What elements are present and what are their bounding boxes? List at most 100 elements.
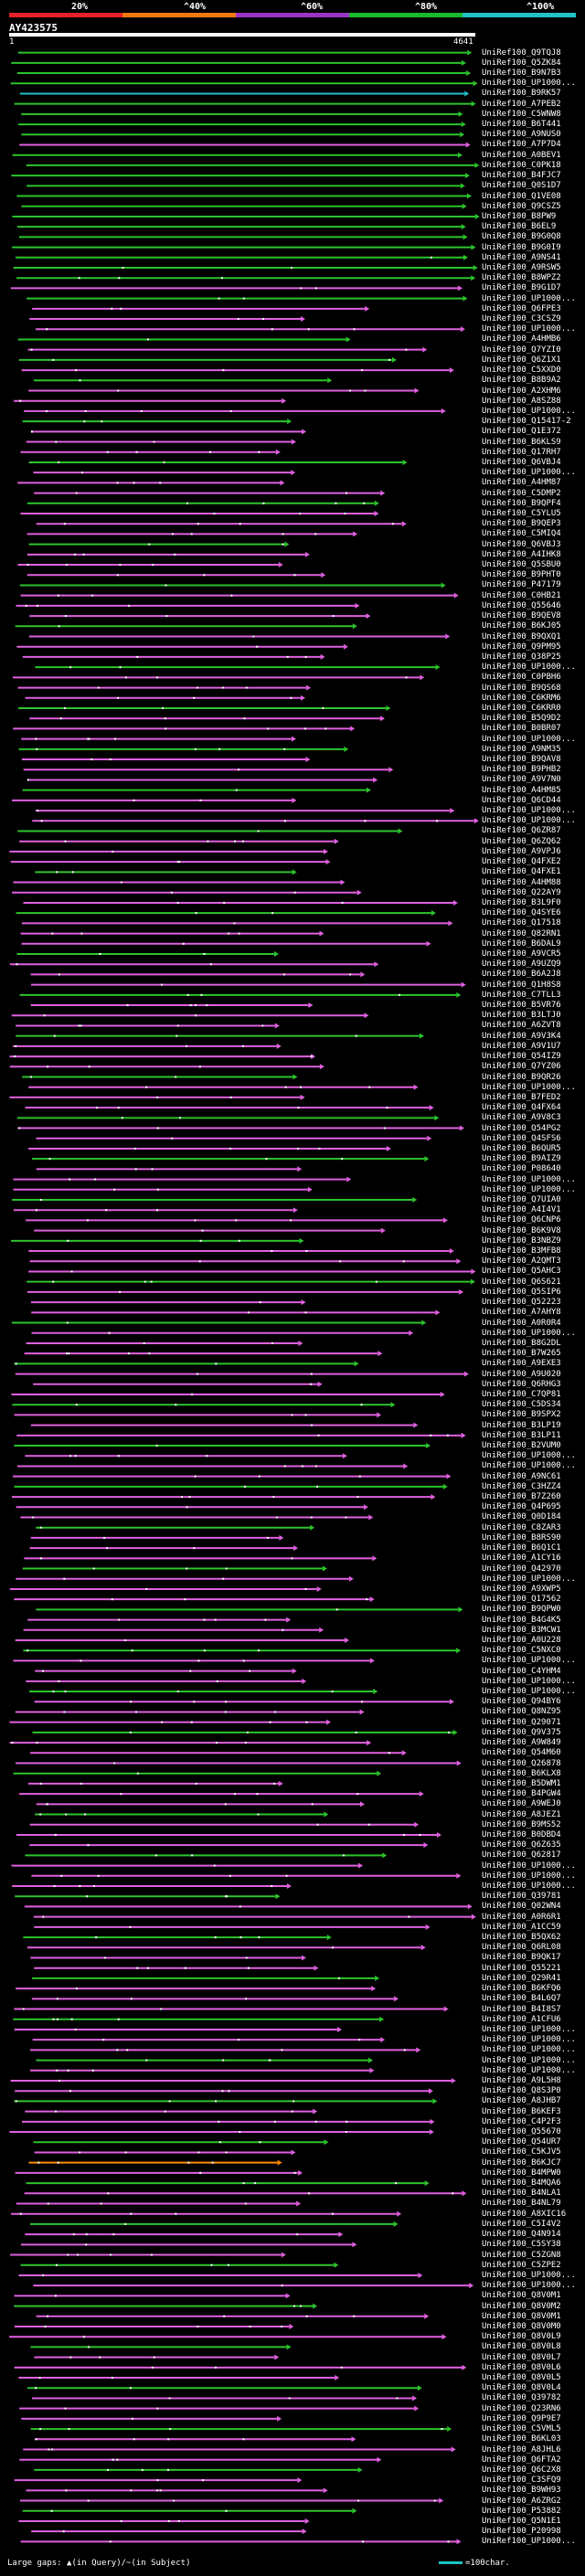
hit-label-link[interactable]: UniRef100_Q7YZI0	[482, 345, 561, 355]
hit-label-link[interactable]: UniRef100_Q9V375	[482, 1727, 561, 1737]
hit-label-link[interactable]: UniRef100_B6QUR5	[482, 1143, 561, 1153]
hit-label-link[interactable]: UniRef100_A9NS41	[482, 252, 561, 262]
hit-label-link[interactable]: UniRef100_B4MQA6	[482, 2178, 561, 2189]
hit-label-link[interactable]: UniRef100_A9U020	[482, 1369, 561, 1379]
hit-label-link[interactable]: UniRef100_Q17562	[482, 1595, 561, 1605]
hit-label-link[interactable]: UniRef100_Q6RL08	[482, 1943, 561, 1953]
hit-label-link[interactable]: UniRef100_Q55646	[482, 600, 561, 610]
hit-label-link[interactable]: UniRef100_B6Q1C1	[482, 1543, 561, 1553]
hit-label-link[interactable]: UniRef100_C8ZAR3	[482, 1522, 561, 1532]
hit-label-link[interactable]: UniRef100_Q42970	[482, 1564, 561, 1574]
hit-label-link[interactable]: UniRef100_UP1000...	[482, 816, 576, 826]
hit-label-link[interactable]: UniRef100_B4FJC7	[482, 171, 561, 181]
hit-label-link[interactable]: UniRef100_UP1000...	[482, 2055, 576, 2065]
hit-label-link[interactable]: UniRef100_B3LTJ0	[482, 1011, 561, 1021]
hit-label-link[interactable]: UniRef100_C6KRM6	[482, 693, 561, 703]
hit-label-link[interactable]: UniRef100_Q8V0L7	[482, 2352, 561, 2362]
hit-label-link[interactable]: UniRef100_UP1000...	[482, 1184, 576, 1194]
hit-label-link[interactable]: UniRef100_P47179	[482, 580, 561, 590]
hit-label-link[interactable]: UniRef100_UP1000...	[482, 1882, 576, 1892]
hit-label-link[interactable]: UniRef100_Q6CNP6	[482, 1215, 561, 1225]
hit-label-link[interactable]: UniRef100_B9PHB2	[482, 765, 561, 775]
hit-label-link[interactable]: UniRef100_A7AHY8	[482, 1308, 561, 1318]
hit-label-link[interactable]: UniRef100_A4HM85	[482, 785, 561, 795]
hit-label-link[interactable]: UniRef100_B6KEF3	[482, 2106, 561, 2116]
hit-label-link[interactable]: UniRef100_C0PBH6	[482, 673, 561, 683]
hit-label-link[interactable]: UniRef100_C5YLU5	[482, 509, 561, 518]
hit-label-link[interactable]: UniRef100_B6KLS9	[482, 437, 561, 447]
hit-label-link[interactable]: UniRef100_UP1000...	[482, 1328, 576, 1338]
hit-label-link[interactable]: UniRef100_B4G4K5	[482, 1615, 561, 1625]
hit-label-link[interactable]: UniRef100_B9WH93	[482, 2486, 561, 2496]
hit-label-link[interactable]: UniRef100_Q6Z1X1	[482, 355, 561, 365]
hit-label-link[interactable]: UniRef100_P20998	[482, 2527, 561, 2537]
hit-label-link[interactable]: UniRef100_B9N7B3	[482, 69, 561, 79]
hit-label-link[interactable]: UniRef100_A8SZ88	[482, 396, 561, 406]
hit-label-link[interactable]: UniRef100_B9QPF4	[482, 498, 561, 508]
hit-label-link[interactable]: UniRef100_A7PEB2	[482, 99, 561, 109]
hit-label-link[interactable]: UniRef100_UP1000...	[482, 2065, 576, 2075]
hit-label-link[interactable]: UniRef100_Q15417-2	[482, 417, 571, 427]
hit-label-link[interactable]: UniRef100_C7TLL3	[482, 990, 561, 1000]
hit-label-link[interactable]: UniRef100_B8PW9	[482, 211, 557, 221]
hit-label-link[interactable]: UniRef100_UP1000...	[482, 1082, 576, 1092]
hit-label-link[interactable]: UniRef100_Q8V0L9	[482, 2332, 561, 2342]
hit-label-link[interactable]: UniRef100_Q5ZK84	[482, 58, 561, 68]
hit-label-link[interactable]: UniRef100_A2QMT3	[482, 1256, 561, 1267]
hit-label-link[interactable]: UniRef100_B8G2DL	[482, 1338, 561, 1348]
hit-label-link[interactable]: UniRef100_Q54M60	[482, 1748, 561, 1758]
hit-label-link[interactable]: UniRef100_Q7YZ06	[482, 1062, 561, 1072]
hit-label-link[interactable]: UniRef100_UP1000...	[482, 1574, 576, 1584]
hit-label-link[interactable]: UniRef100_C4P2F3	[482, 2116, 561, 2126]
hit-label-link[interactable]: UniRef100_C5SY38	[482, 2240, 561, 2250]
hit-label-link[interactable]: UniRef100_B6A2J8	[482, 970, 561, 980]
hit-label-link[interactable]: UniRef100_UP1000...	[482, 293, 576, 303]
hit-label-link[interactable]: UniRef100_Q4P695	[482, 1502, 561, 1512]
hit-label-link[interactable]: UniRef100_Q39781	[482, 1892, 561, 1902]
hit-label-link[interactable]: UniRef100_B8B9A2	[482, 376, 561, 386]
hit-label-link[interactable]: UniRef100_Q8V0M0	[482, 2322, 561, 2331]
hit-label-link[interactable]: UniRef100_B6T441	[482, 120, 561, 130]
hit-label-link[interactable]: UniRef100_C7QP81	[482, 1389, 561, 1399]
hit-label-link[interactable]: UniRef100_Q6RHG3	[482, 1379, 561, 1389]
hit-label-link[interactable]: UniRef100_B0DBD4	[482, 1829, 561, 1839]
hit-label-link[interactable]: UniRef100_B9QXQ1	[482, 631, 561, 641]
hit-label-link[interactable]: UniRef100_C5ZPE2	[482, 2260, 561, 2270]
hit-label-link[interactable]: UniRef100_UP1000...	[482, 2270, 576, 2280]
hit-label-link[interactable]: UniRef100_A1CC59	[482, 1922, 561, 1932]
hit-label-link[interactable]: UniRef100_UP1000...	[482, 663, 576, 673]
hit-label-link[interactable]: UniRef100_C0HB21	[482, 590, 561, 600]
hit-label-link[interactable]: UniRef100_B3NBZ9	[482, 1235, 561, 1246]
hit-label-link[interactable]: UniRef100_UP1000...	[482, 2035, 576, 2045]
hit-label-link[interactable]: UniRef100_B4L6Q7	[482, 1994, 561, 2004]
hit-label-link[interactable]: UniRef100_B6KJ05	[482, 621, 561, 631]
hit-label-link[interactable]: UniRef100_Q8V0M1	[482, 2311, 561, 2321]
hit-label-link[interactable]: UniRef100_B4NLA1	[482, 2189, 561, 2199]
hit-label-link[interactable]: UniRef100_A8XIC16	[482, 2209, 567, 2219]
hit-label-link[interactable]: UniRef100_C5NXC0	[482, 1646, 561, 1656]
hit-label-link[interactable]: UniRef100_Q5SIP6	[482, 1287, 561, 1297]
hit-label-link[interactable]: UniRef100_Q82RN1	[482, 928, 561, 938]
hit-label-link[interactable]: UniRef100_Q54PG2	[482, 1123, 561, 1133]
hit-label-link[interactable]: UniRef100_B9QEV8	[482, 611, 561, 621]
hit-label-link[interactable]: UniRef100_Q8V0L8	[482, 2342, 561, 2352]
hit-label-link[interactable]: UniRef100_B7Z260	[482, 1492, 561, 1502]
hit-label-link[interactable]: UniRef100_Q6CD44	[482, 795, 561, 805]
hit-label-link[interactable]: UniRef100_C3SFQ9	[482, 2475, 561, 2486]
hit-label-link[interactable]: UniRef100_Q8V0L4	[482, 2383, 561, 2393]
hit-label-link[interactable]: UniRef100_B9QK17	[482, 1953, 561, 1963]
hit-label-link[interactable]: UniRef100_B6KJC7	[482, 2157, 561, 2168]
hit-label-link[interactable]: UniRef100_Q26878	[482, 1758, 561, 1768]
hit-label-link[interactable]: UniRef100_C0PK18	[482, 160, 561, 170]
hit-label-link[interactable]: UniRef100_Q8NZ95	[482, 1707, 561, 1717]
hit-label-link[interactable]: UniRef100_Q94BY6	[482, 1697, 561, 1707]
hit-label-link[interactable]: UniRef100_B5Q9D2	[482, 714, 561, 724]
hit-label-link[interactable]: UniRef100_Q17RH7	[482, 447, 561, 457]
hit-label-link[interactable]: UniRef100_A9NC61	[482, 1471, 561, 1481]
hit-label-link[interactable]: UniRef100_A9V3K4	[482, 1031, 561, 1041]
hit-label-link[interactable]: UniRef100_UP1000...	[482, 1656, 576, 1666]
hit-label-link[interactable]: UniRef100_B4I8S7	[482, 2004, 561, 2014]
hit-label-link[interactable]: UniRef100_Q22AY9	[482, 887, 561, 897]
hit-label-link[interactable]: UniRef100_Q5AHC3	[482, 1267, 561, 1277]
hit-label-link[interactable]: UniRef100_Q9TQJ8	[482, 48, 561, 58]
